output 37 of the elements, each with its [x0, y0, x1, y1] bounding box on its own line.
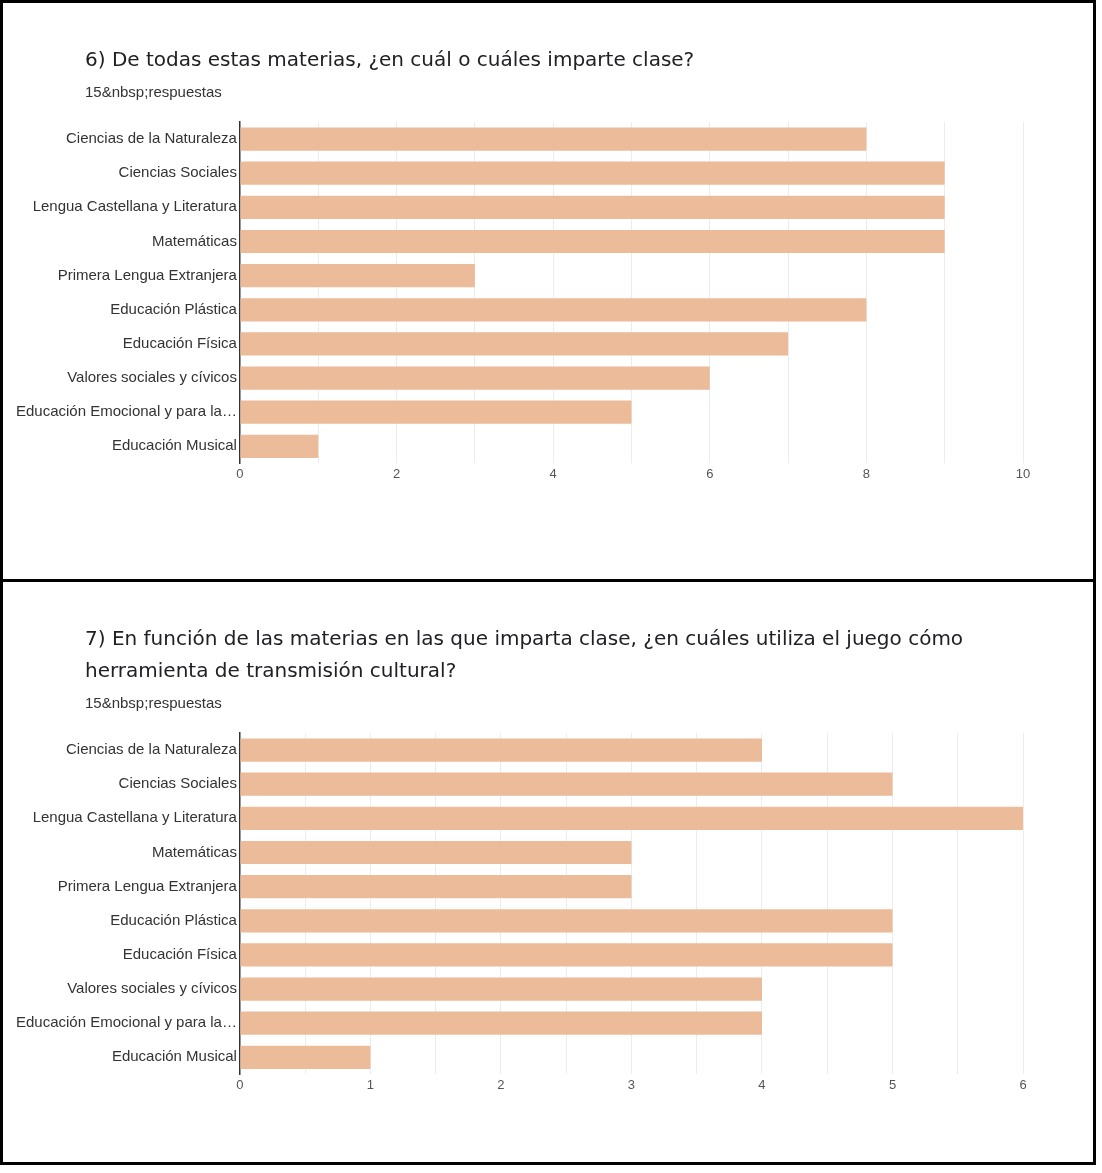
y-tick-label: Educación Física: [122, 945, 238, 963]
chart-title: 6) De todas estas materias, ¿en cuál o cuáles imparte clase?: [85, 46, 696, 73]
y-tick-label: Educación Física: [122, 334, 238, 352]
x-tick-label: 6: [706, 465, 714, 481]
x-tick-label: 8: [862, 465, 871, 481]
x-tick-label: 4: [758, 1076, 766, 1092]
y-tick-label: Valores sociales y cívicos: [67, 979, 237, 997]
y-tick-label: Educación Plástica: [110, 910, 238, 928]
chart-subtitle: 15&nbsp;respuestas: [85, 83, 223, 100]
x-tick-label: 3: [627, 1076, 636, 1092]
y-tick-label: Ciencias de la Naturaleza: [66, 129, 238, 147]
y-tick-label: Primera Lengua Extranjera: [57, 265, 238, 283]
x-tick-label: 4: [549, 465, 557, 481]
x-tick-label: 0: [236, 1076, 244, 1092]
y-tick-label: Ciencias Sociales: [118, 163, 237, 181]
x-tick-label: 2: [392, 465, 401, 481]
x-tick-label: 1: [366, 1076, 375, 1092]
x-tick-label: 0: [236, 465, 244, 481]
y-tick-label: Educación Plástica: [110, 299, 238, 317]
x-tick-label: 10: [1015, 465, 1031, 481]
y-tick-label: Matemáticas: [151, 231, 237, 249]
y-tick-label: Primera Lengua Extranjera: [57, 876, 238, 894]
y-tick-label: Lengua Castellana y Literatura: [32, 197, 238, 215]
y-tick-label: Educación Musical: [111, 436, 237, 454]
x-tick-label: 5: [888, 1076, 897, 1092]
y-tick-label: Educación Emocional y para la…: [16, 1013, 237, 1031]
y-tick-label: Lengua Castellana y Literatura: [32, 808, 238, 826]
x-tick-label: 6: [1019, 1076, 1027, 1092]
y-tick-label: Ciencias Sociales: [118, 774, 237, 792]
x-tick-label: 2: [497, 1076, 505, 1092]
y-tick-label: Educación Musical: [111, 1047, 237, 1065]
chart-title: 7) En función de las materias en las que imparta clase, ¿en cuáles utiliza el juego cómo herramienta de transmisión cultural?: [85, 625, 965, 684]
y-tick-label: Matemáticas: [151, 842, 237, 860]
chart-subtitle: 15&nbsp;respuestas: [85, 694, 223, 711]
y-tick-label: Ciencias de la Naturaleza: [66, 740, 238, 758]
y-tick-label: Valores sociales y cívicos: [67, 368, 237, 386]
y-tick-label: Educación Emocional y para la…: [16, 402, 237, 420]
